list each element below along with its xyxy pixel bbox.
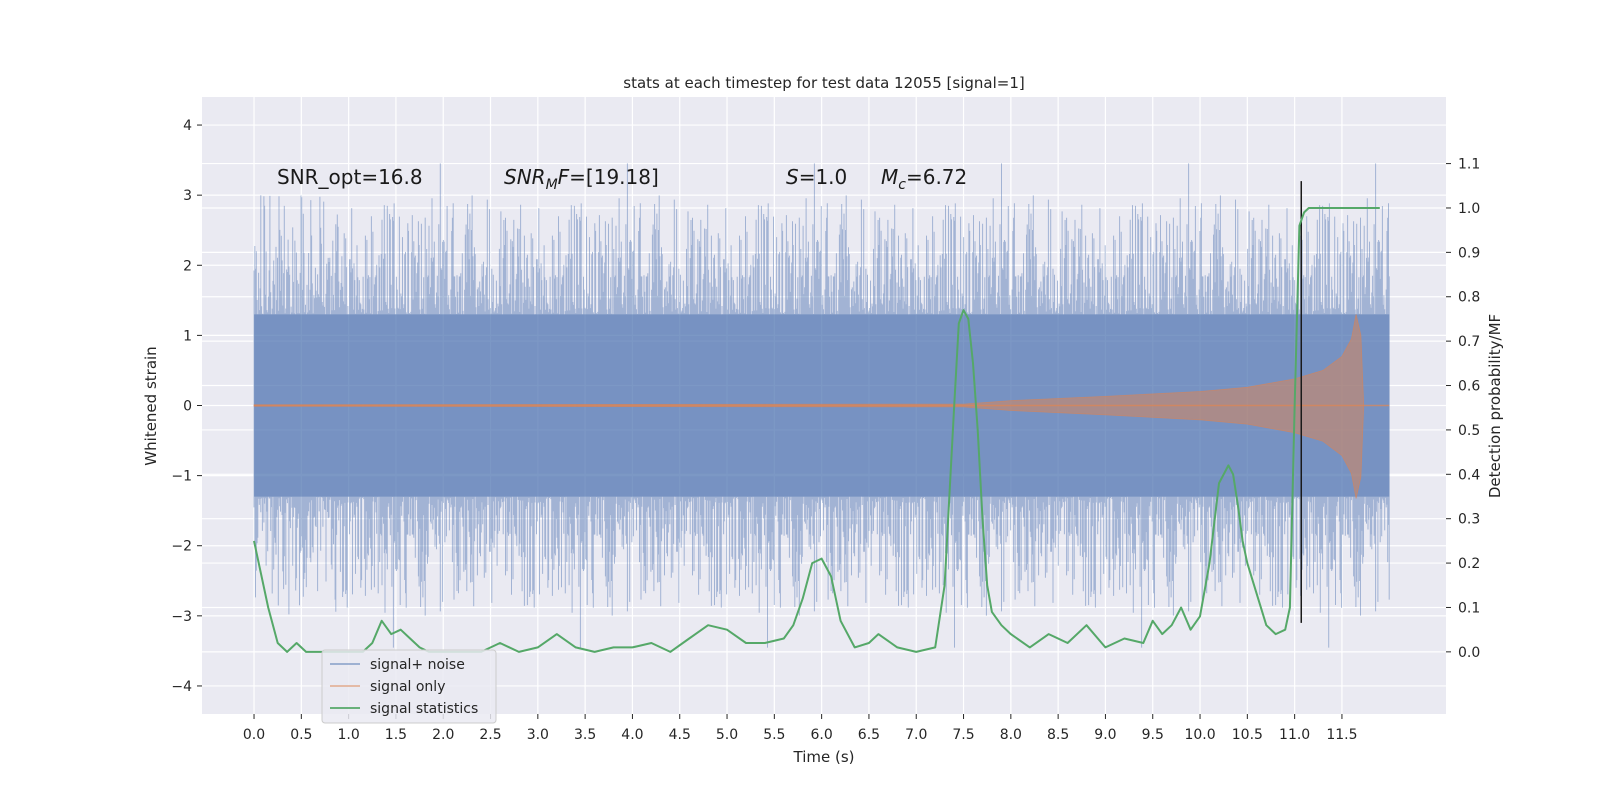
x-tick-label: 8.0 [1000, 727, 1022, 743]
legend-label-signal-noise: signal+ noise [370, 657, 465, 673]
annotation-mc: Mc=6.72 [881, 165, 967, 193]
y-axis-label-left: Whitened strain [142, 346, 160, 465]
x-tick-label: 8.5 [1047, 727, 1069, 743]
y-axis-label-right: Detection probability/MF [1486, 314, 1504, 498]
y-right-tick-label: 0.2 [1458, 556, 1480, 572]
x-tick-label: 7.0 [905, 727, 927, 743]
annotation-snr-mf: SNRMF=[19.18] [504, 165, 659, 193]
y-right-tick-label: 0.8 [1458, 290, 1480, 306]
y-axis-ticks-right: 0.0 0.1 0.2 0.3 0.4 0.5 0.6 0.7 0.8 0.9 1.0 1.1 [1446, 157, 1480, 661]
y-axis-ticks-left: −4 −3 −2 −1 0 1 2 3 4 [171, 118, 202, 695]
y-right-tick-label: 0.5 [1458, 423, 1480, 439]
x-tick-label: 2.0 [432, 727, 454, 743]
x-tick-label: 9.0 [1094, 727, 1116, 743]
y-right-tick-label: 1.0 [1458, 201, 1480, 217]
y-tick-label: 2 [183, 258, 192, 274]
x-tick-label: 1.5 [385, 727, 407, 743]
x-tick-label: 4.0 [621, 727, 643, 743]
legend: signal+ noise signal only signal statist… [321, 649, 497, 724]
y-tick-label: −4 [171, 679, 192, 695]
legend-label-signal-only: signal only [370, 679, 445, 695]
y-tick-label: 0 [183, 399, 192, 415]
annotation-snr-mf-value: =[19.18] [569, 165, 659, 189]
x-tick-label: 9.5 [1142, 727, 1164, 743]
y-right-tick-label: 0.0 [1458, 645, 1480, 661]
x-tick-label: 5.5 [763, 727, 785, 743]
x-tick-label: 11.0 [1279, 727, 1310, 743]
y-right-tick-label: 0.7 [1458, 334, 1480, 350]
x-tick-label: 0.0 [243, 727, 265, 743]
y-tick-label: 4 [183, 118, 192, 134]
annotation-s-symbol: S [786, 165, 799, 189]
annotation-s: S=1.0 [786, 165, 847, 189]
annotation-snr-mf-f: F [558, 165, 570, 189]
y-right-tick-label: 0.1 [1458, 600, 1480, 616]
x-tick-label: 11.5 [1326, 727, 1357, 743]
y-right-tick-label: 0.6 [1458, 379, 1480, 395]
x-axis-ticks: 0.0 0.5 1.0 1.5 2.0 2.5 3.0 3.5 4.0 4.5 5.0 5.5 6.0 6… [243, 714, 1358, 743]
x-tick-label: 3.5 [574, 727, 596, 743]
x-axis-label: Time (s) [793, 748, 855, 766]
annotation-snr-mf-base: SNR [504, 165, 546, 189]
x-tick-label: 2.5 [479, 727, 501, 743]
annotation-mc-symbol: M [881, 165, 898, 189]
y-right-tick-label: 1.1 [1458, 157, 1480, 173]
legend-box [321, 649, 497, 724]
chart-title: stats at each timestep for test data 120… [623, 74, 1024, 92]
y-right-tick-label: 0.4 [1458, 467, 1480, 483]
x-tick-label: 1.0 [337, 727, 359, 743]
annotation-mc-sub: c [898, 177, 906, 193]
y-tick-label: 3 [183, 188, 192, 204]
legend-label-signal-statistics: signal statistics [370, 701, 478, 717]
annotation-s-value: =1.0 [799, 165, 848, 189]
x-tick-label: 6.0 [811, 727, 833, 743]
annotation-snr-mf-sub: M [546, 177, 558, 193]
y-tick-label: −3 [171, 609, 192, 625]
x-tick-label: 5.0 [716, 727, 738, 743]
y-right-tick-label: 0.9 [1458, 245, 1480, 261]
y-right-tick-label: 0.3 [1458, 512, 1480, 528]
x-tick-label: 4.5 [669, 727, 691, 743]
y-tick-label: −1 [171, 469, 192, 485]
y-tick-label: 1 [183, 328, 192, 344]
y-tick-label: −2 [171, 539, 192, 555]
x-tick-label: 10.5 [1232, 727, 1263, 743]
series-signal-only [253, 314, 1390, 499]
x-tick-label: 6.5 [858, 727, 880, 743]
x-tick-label: 10.0 [1184, 727, 1215, 743]
x-tick-label: 7.5 [952, 727, 974, 743]
x-tick-label: 0.5 [290, 727, 312, 743]
annotation-mc-value: =6.72 [906, 165, 967, 189]
annotation-snr-opt: SNR_opt=16.8 [277, 165, 423, 189]
signal-only-envelope [253, 314, 1365, 499]
x-tick-label: 3.0 [527, 727, 549, 743]
